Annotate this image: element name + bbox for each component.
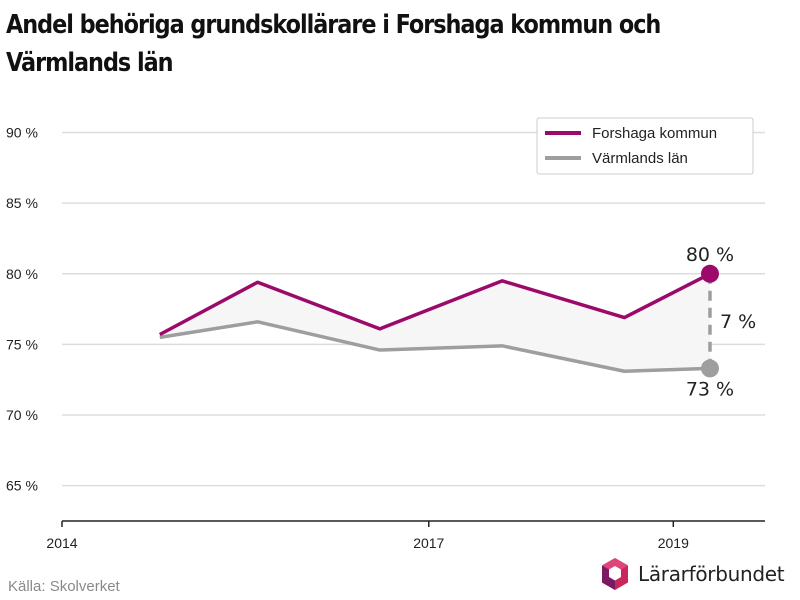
end-point-forshaga-kommun (700, 264, 719, 283)
y-tick-label: 90 % (6, 124, 38, 140)
y-tick-label: 85 % (6, 195, 38, 211)
brand-name: Lärarförbundet (638, 562, 785, 586)
x-tick-label: 2017 (413, 535, 444, 551)
legend-label-forshaga-kommun: Forshaga kommun (592, 125, 717, 142)
brand-logo-icon (602, 558, 628, 590)
end-label-forshaga-kommun: 80 % (686, 244, 734, 266)
source-note: Källa: Skolverket (8, 578, 120, 595)
y-tick-label: 80 % (6, 266, 38, 282)
y-tick-label: 75 % (6, 336, 38, 352)
legend-box (536, 117, 754, 175)
chart-title-line-2: Värmlands län (6, 48, 174, 78)
end-point-varmlands-lan (700, 359, 719, 378)
series-line-forshaga-kommun (158, 272, 711, 337)
y-tick-label: 65 % (6, 478, 38, 494)
brand-logo: Lärarförbundet (600, 557, 785, 591)
chart-title: Andel behöriga grundskollärare i Forshag… (6, 6, 685, 82)
x-tick-label: 2019 (658, 535, 689, 551)
gap-label: 7 % (720, 311, 756, 333)
y-tick-label: 70 % (6, 407, 38, 423)
series-line-varmlands-lan (159, 320, 711, 373)
end-label-varmlands-lan: 73 % (686, 378, 734, 400)
legend-label-varmlands-lan: Värmlands län (592, 150, 688, 167)
x-tick-label: 2014 (46, 535, 77, 551)
chart-title-line-1: Andel behöriga grundskollärare i Forshag… (6, 10, 661, 40)
